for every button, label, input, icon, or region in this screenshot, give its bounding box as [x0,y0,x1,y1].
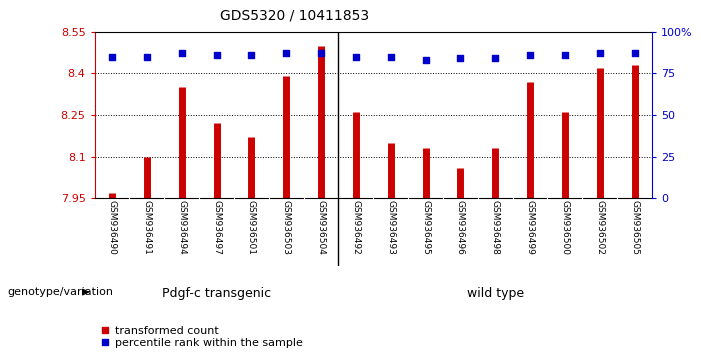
Text: GDS5320 / 10411853: GDS5320 / 10411853 [220,9,369,23]
Text: GSM936505: GSM936505 [630,200,639,255]
Text: GSM936502: GSM936502 [595,200,604,255]
Legend: transformed count, percentile rank within the sample: transformed count, percentile rank withi… [100,326,303,348]
Text: GSM936497: GSM936497 [212,200,221,255]
Point [107,54,118,59]
Text: GSM936503: GSM936503 [282,200,291,255]
Text: GSM936494: GSM936494 [177,200,186,255]
Point [420,57,431,63]
Text: GSM936500: GSM936500 [560,200,569,255]
Point [559,52,571,58]
Point [524,52,536,58]
Point [594,51,605,56]
Point [280,51,292,56]
Text: GSM936490: GSM936490 [107,200,116,255]
Point [455,56,466,61]
Point [315,51,327,56]
Text: GSM936498: GSM936498 [491,200,500,255]
Text: GSM936491: GSM936491 [142,200,151,255]
Point [385,54,396,59]
Point [629,51,640,56]
Point [246,52,257,58]
Point [350,54,362,59]
Point [211,52,222,58]
Text: wild type: wild type [467,287,524,300]
Point [489,56,501,61]
Text: GSM936499: GSM936499 [526,200,535,255]
Text: GSM936504: GSM936504 [317,200,325,255]
Text: GSM936493: GSM936493 [386,200,395,255]
Point [176,51,187,56]
Text: GSM936501: GSM936501 [247,200,256,255]
Text: GSM936495: GSM936495 [421,200,430,255]
Text: GSM936496: GSM936496 [456,200,465,255]
Text: GSM936492: GSM936492 [351,200,360,255]
Text: genotype/variation: genotype/variation [7,287,113,297]
Point [142,54,153,59]
Text: Pdgf-c transgenic: Pdgf-c transgenic [162,287,271,300]
